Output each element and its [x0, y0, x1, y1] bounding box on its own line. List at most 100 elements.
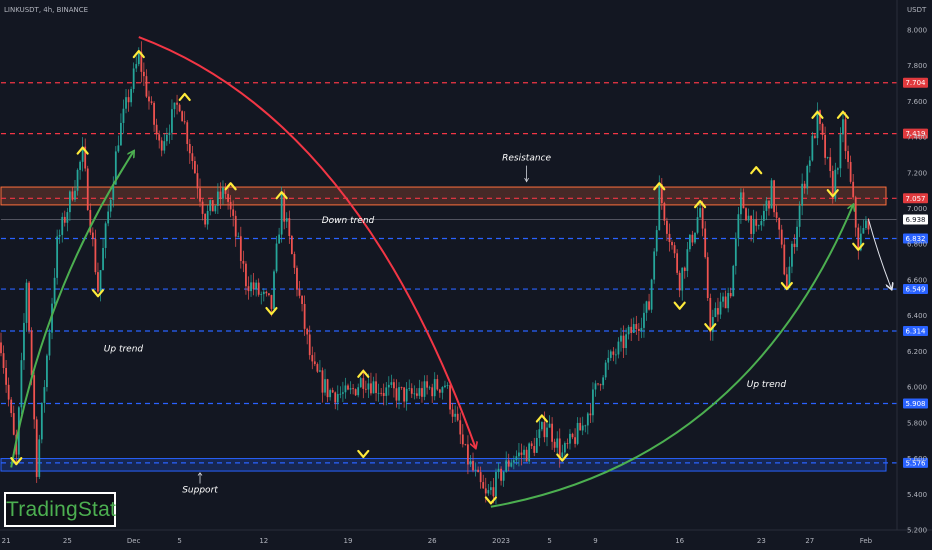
- candle-body: [255, 282, 258, 290]
- annotation-up-trend: Up trend: [747, 380, 787, 390]
- candle-body: [176, 102, 178, 105]
- candle-body: [737, 214, 740, 239]
- candle-body: [10, 399, 13, 414]
- candle-body: [33, 375, 36, 420]
- chevron-down-marker: [91, 289, 105, 298]
- candle-body: [831, 171, 834, 199]
- annotations-layer: Resistance Down trend Up trend Up trend Supp…: [104, 153, 787, 495]
- candle-body: [604, 362, 607, 378]
- candle-body: [321, 370, 324, 393]
- candle-body: [510, 462, 513, 467]
- candle-body: [678, 272, 681, 291]
- candle-body: [127, 97, 130, 103]
- candle-body: [788, 266, 791, 288]
- candle-body: [117, 145, 120, 152]
- candle-body: [288, 218, 291, 237]
- support-pointer-head: [197, 472, 203, 476]
- candle-body: [76, 169, 79, 191]
- candle-body: [393, 382, 395, 389]
- y-tick-5.400: 5.400: [907, 491, 927, 499]
- candle-body: [273, 271, 275, 309]
- candle-body: [86, 168, 89, 211]
- candle-body: [785, 274, 788, 288]
- candle-body: [691, 234, 694, 243]
- candle-body: [232, 209, 235, 216]
- candle-body: [400, 387, 403, 388]
- candle-body: [364, 388, 367, 390]
- candle-body: [112, 184, 115, 200]
- candle-body: [293, 254, 296, 268]
- candle-body: [163, 141, 166, 151]
- candle-body: [706, 257, 709, 299]
- candle-body: [46, 355, 48, 388]
- chevron-down-marker: [10, 457, 23, 466]
- candle-body: [326, 379, 329, 398]
- candle-body: [329, 390, 332, 398]
- candle-body: [201, 201, 204, 214]
- x-tick-16: 16: [675, 537, 684, 545]
- price-tag-7.057: [903, 193, 928, 204]
- candle-body: [574, 437, 576, 444]
- candle-body: [755, 219, 758, 226]
- candle-body: [71, 191, 74, 200]
- candle-body: [370, 383, 372, 394]
- candle-body: [655, 230, 658, 252]
- candle-body: [280, 192, 283, 235]
- time-axis[interactable]: 21 25 Dec 5 12 19 26 2023 5 9 16 23 27 Feb: [2, 537, 873, 545]
- candle-body: [395, 388, 398, 401]
- candle-body: [426, 381, 428, 388]
- candle-body: [724, 296, 727, 309]
- candle-body: [403, 387, 406, 402]
- x-tick-26: 26: [428, 537, 437, 545]
- candle-body: [640, 327, 643, 332]
- candle-body: [56, 236, 59, 278]
- candle-body: [242, 260, 245, 264]
- candle-body: [814, 135, 816, 139]
- candle-body: [219, 191, 222, 199]
- candle-body: [216, 191, 219, 206]
- candle-body: [278, 234, 280, 244]
- candle-body: [99, 270, 102, 292]
- candle-body: [617, 341, 620, 355]
- y-tick-6.600: 6.600: [907, 276, 927, 284]
- candle-body: [68, 191, 71, 213]
- candle-body: [58, 234, 61, 237]
- candle-body: [428, 387, 431, 389]
- trend-arrow-white: [868, 219, 891, 289]
- candle-body: [696, 217, 699, 233]
- price-tag-text-6.314: 6.314: [905, 328, 926, 336]
- candle-body: [349, 388, 352, 390]
- candle-body: [750, 215, 753, 234]
- candle-body: [663, 203, 666, 221]
- candle-body: [239, 236, 242, 261]
- candle-body: [454, 413, 457, 417]
- candle-body: [421, 388, 423, 397]
- candle-body: [308, 334, 311, 356]
- candle-body: [523, 449, 525, 455]
- candle-body: [347, 385, 349, 390]
- price-axis[interactable]: 7.704 7.419 7.057 6.938 6.832 6.549 6.314 5.908…: [903, 26, 928, 535]
- price-tag-text-7.704: 7.704: [905, 79, 926, 87]
- trend-arrow-green: [490, 205, 853, 508]
- chevron-down-marker: [826, 189, 839, 198]
- candle-body: [673, 245, 676, 254]
- candle-body: [709, 298, 712, 333]
- candle-body: [459, 420, 462, 435]
- candle-body: [461, 434, 464, 445]
- x-tick-5: 5: [177, 537, 181, 545]
- x-tick-19: 19: [344, 537, 353, 545]
- candle-body: [632, 324, 635, 333]
- candle-body: [571, 433, 574, 438]
- chevron-up-marker: [132, 49, 145, 59]
- candle-body: [576, 422, 579, 444]
- candle-body: [558, 438, 561, 457]
- candle-body: [643, 312, 645, 328]
- candle-body: [826, 157, 829, 158]
- candle-body: [507, 460, 510, 467]
- candle-body: [857, 227, 860, 251]
- candle-body: [711, 317, 714, 333]
- candle-body: [375, 381, 377, 394]
- candle-body: [23, 322, 25, 361]
- candle-body: [671, 242, 673, 246]
